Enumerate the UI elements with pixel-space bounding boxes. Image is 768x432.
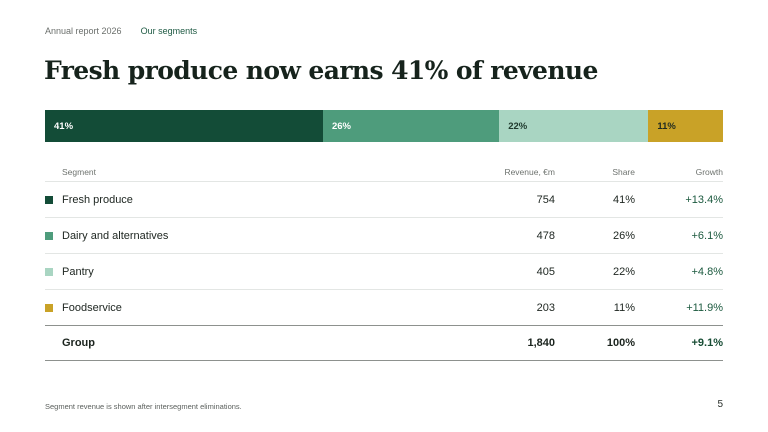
share-value: 22%	[612, 265, 635, 278]
header-growth: Growth	[695, 166, 723, 177]
breadcrumb: Annual report 2026 Our segments	[45, 26, 197, 36]
legend-swatch	[45, 195, 53, 204]
revenue-value: 405	[536, 265, 555, 278]
report-label: Annual report 2026	[45, 26, 122, 36]
growth-value: +13.4%	[685, 193, 723, 206]
legend-swatch	[45, 231, 53, 240]
bar-label-fresh-produce: 41%	[54, 120, 74, 132]
bar-segment-pantry: 22%	[499, 110, 649, 142]
revenue-value: 203	[536, 301, 555, 314]
revenue-share-bar: 41% 26% 22% 11%	[45, 110, 723, 142]
segment-name: Fresh produce	[62, 193, 133, 206]
table-row: Foodservice 203 11% +11.9%	[45, 290, 723, 326]
share-value: 26%	[612, 229, 635, 242]
header-revenue: Revenue, €m	[504, 166, 555, 177]
table-row: Pantry 405 22% +4.8%	[45, 254, 723, 290]
legend-swatch	[45, 303, 53, 312]
bar-segment-foodservice: 11%	[648, 110, 723, 142]
segment-name: Dairy and alternatives	[62, 229, 169, 242]
section-label: Our segments	[140, 26, 198, 36]
page-number: 5	[717, 399, 723, 410]
footnote: Segment revenue is shown after intersegm…	[45, 402, 242, 411]
table-total-row: Group 1,840 100% +9.1%	[45, 326, 723, 361]
table-row: Dairy and alternatives 478 26% +6.1%	[45, 218, 723, 254]
total-revenue: 1,840	[527, 337, 555, 349]
share-value: 41%	[612, 193, 635, 206]
bar-label-dairy: 26%	[331, 120, 351, 132]
header-segment: Segment	[62, 166, 97, 177]
revenue-value: 478	[536, 229, 555, 242]
total-growth: +9.1%	[691, 337, 724, 349]
segment-table: Segment Revenue, €m Share Growth Fresh p…	[45, 162, 723, 361]
share-value: 11%	[613, 301, 635, 314]
segment-name: Foodservice	[62, 301, 122, 314]
growth-value: +6.1%	[691, 229, 724, 242]
table-header-row: Segment Revenue, €m Share Growth	[45, 162, 723, 182]
header-share: Share	[612, 166, 635, 177]
table-row: Fresh produce 754 41% +13.4%	[45, 182, 723, 218]
total-name: Group	[62, 337, 95, 349]
total-share: 100%	[606, 337, 635, 349]
page-title: Fresh produce now earns 41% of revenue	[44, 56, 598, 85]
bar-segment-dairy: 26%	[322, 110, 500, 142]
legend-swatch	[45, 267, 53, 276]
bar-label-foodservice: 11%	[657, 120, 676, 132]
segment-name: Pantry	[62, 265, 94, 278]
revenue-value: 754	[536, 193, 555, 206]
growth-value: +11.9%	[686, 301, 723, 314]
bar-label-pantry: 22%	[508, 120, 528, 132]
bar-segment-fresh-produce: 41%	[45, 110, 323, 142]
growth-value: +4.8%	[691, 265, 724, 278]
